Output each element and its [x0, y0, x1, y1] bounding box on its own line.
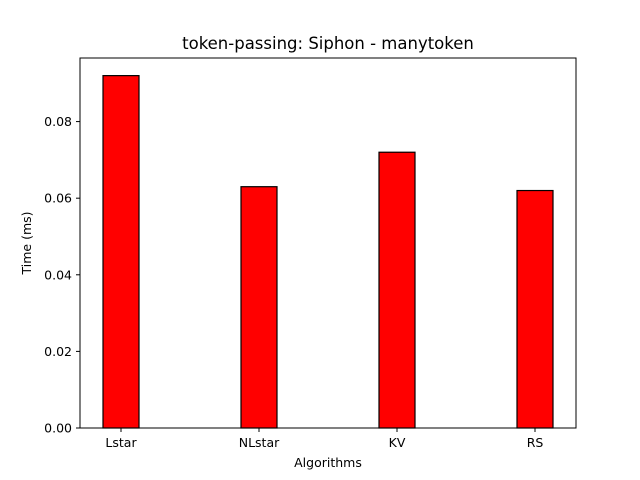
bars-group: [102, 75, 554, 429]
y-tick-label: 0.00: [44, 421, 72, 436]
bar-rs: [516, 189, 554, 429]
plot-frame: [79, 57, 577, 429]
y-tick-label: 0.08: [44, 114, 72, 129]
x-axis-ticks: Lstar NLstar KV RS: [105, 428, 543, 450]
x-axis-label: Algorithms: [294, 455, 362, 470]
bar-lstar: [102, 75, 140, 429]
x-tick-label: RS: [527, 435, 544, 450]
y-axis-label: Time (ms): [19, 211, 34, 275]
y-tick-label: 0.04: [44, 267, 72, 282]
y-tick-label: 0.06: [44, 191, 72, 206]
x-tick-label: Lstar: [105, 435, 137, 450]
bar-kv: [378, 151, 416, 429]
bar-nlstar: [240, 186, 278, 429]
y-axis-ticks: 0.00 0.02 0.04 0.06 0.08: [44, 114, 80, 436]
y-tick-label: 0.02: [44, 344, 72, 359]
chart-title: token-passing: Siphon - manytoken: [182, 34, 474, 53]
x-tick-label: NLstar: [239, 435, 280, 450]
x-tick-label: KV: [389, 435, 406, 450]
